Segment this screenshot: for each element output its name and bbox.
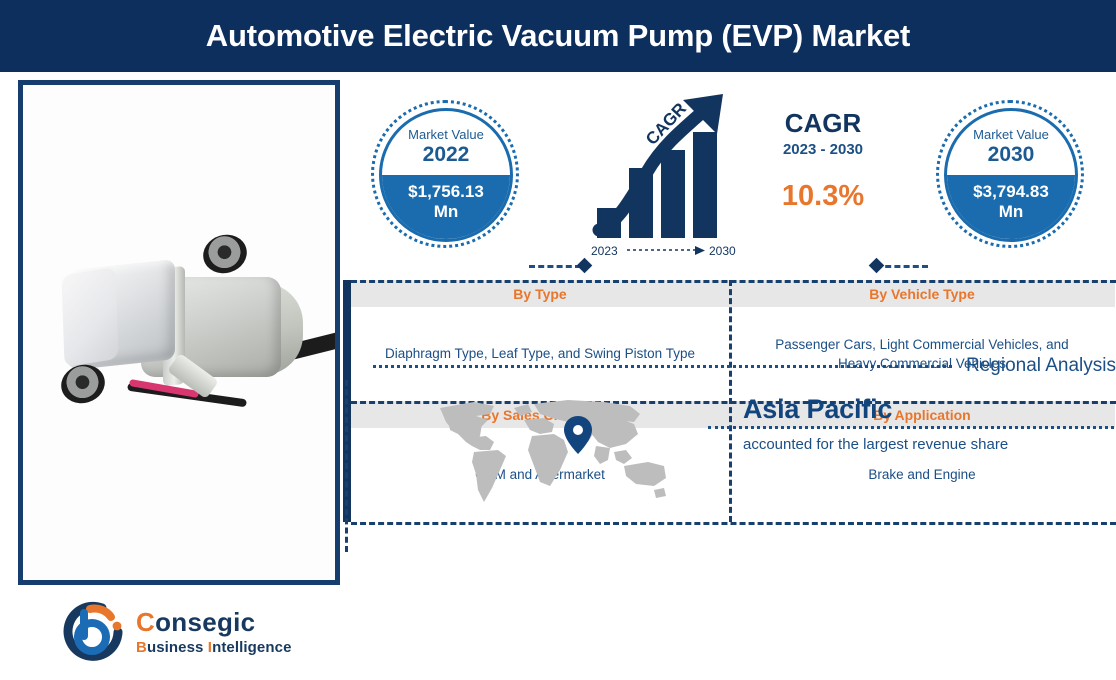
segment-by-application: By Application Brake and Engine xyxy=(729,401,1115,522)
market-value-2030-amount: $3,794.83 xyxy=(973,182,1049,201)
market-value-2022-unit: Mn xyxy=(433,202,459,221)
market-value-2030-year: 2030 xyxy=(987,143,1035,166)
segment-by-sales-channel: By Sales Channel OEM and Aftermarket xyxy=(351,401,729,522)
cagr-growth-chart-icon: CAGR 2023 2030 xyxy=(591,90,751,258)
market-value-2022-year: 2022 xyxy=(422,143,470,166)
cagr-period: 2023 - 2030 xyxy=(782,141,864,159)
segment-by-type-items: Diaphragm Type, Leaf Type, and Swing Pis… xyxy=(351,307,729,401)
regional-analysis-section: Regional Analysis xyxy=(343,322,1116,680)
regional-analysis-header: Regional Analysis xyxy=(351,354,1116,429)
connector-line-right xyxy=(876,265,928,268)
logo-company-name: Consegic xyxy=(136,609,292,635)
market-value-2030-top: Market Value 2030 xyxy=(947,111,1075,175)
region-name: Asia Pacific xyxy=(743,394,893,424)
logo-tagline: Business Intelligence xyxy=(136,640,292,655)
left-panel: Consegic Business Intelligence xyxy=(0,72,343,680)
connector-diamond-left xyxy=(576,257,593,274)
market-value-2022-circle: Market Value 2022 $1,756.13 Mn xyxy=(371,100,519,248)
market-value-2022-label: Market Value xyxy=(408,127,484,142)
pump-connector-plug xyxy=(338,296,340,352)
cagr-value: 10.3% xyxy=(781,180,865,213)
right-column: Market Value 2022 $1,756.13 Mn xyxy=(343,72,1116,680)
regional-left-bar xyxy=(343,322,351,380)
logo-tagline-business: usiness xyxy=(146,639,208,656)
logo-name-initial: C xyxy=(136,607,156,637)
segment-by-type: By Type Diaphragm Type, Leaf Type, and S… xyxy=(351,280,729,401)
map-location-pin xyxy=(564,416,592,454)
segment-by-application-heading: By Application xyxy=(729,401,1115,428)
market-value-2022-amount: $1,756.13 xyxy=(408,182,484,201)
product-image xyxy=(23,85,335,580)
regional-analysis-title: Regional Analysis xyxy=(966,355,1116,376)
market-value-2022-top: Market Value 2022 xyxy=(382,111,510,175)
segment-by-application-items: Brake and Engine xyxy=(729,428,1115,522)
segment-divider-middle xyxy=(351,401,1116,404)
regional-rule-left xyxy=(373,364,953,368)
pump-mount-upper xyxy=(198,229,252,279)
market-value-2022-bottom: $1,756.13 Mn xyxy=(382,175,510,239)
pump-mount-lower xyxy=(56,359,110,409)
pump-canister-face xyxy=(61,266,119,368)
chart-start-year: 2023 xyxy=(591,244,618,258)
market-value-2030-label: Market Value xyxy=(973,127,1049,142)
logo-wordmark: Consegic Business Intelligence xyxy=(136,609,292,655)
connector-line-left xyxy=(529,265,581,268)
logo-tagline-i: I xyxy=(207,639,213,656)
cagr-title: CAGR xyxy=(784,108,862,138)
logo-name-rest: onsegic xyxy=(155,607,256,637)
regional-highlight: Asia Pacific accounted for the largest r… xyxy=(743,394,1073,455)
page-title: Automotive Electric Vacuum Pump (EVP) Ma… xyxy=(205,18,911,53)
page-header: Automotive Electric Vacuum Pump (EVP) Ma… xyxy=(0,0,1116,72)
world-map xyxy=(428,390,678,515)
market-value-2030-circle: Market Value 2030 $3,794.83 Mn xyxy=(936,100,1084,248)
region-description: accounted for the largest revenue share xyxy=(743,436,1009,453)
regional-left-dashed-border xyxy=(345,380,348,552)
consegic-logo-icon xyxy=(60,599,126,665)
market-value-band: Market Value 2022 $1,756.13 Mn xyxy=(343,72,1116,280)
market-value-2030-unit: Mn xyxy=(998,202,1024,221)
market-value-2022-inner: Market Value 2022 $1,756.13 Mn xyxy=(379,108,513,242)
chart-end-year: 2030 xyxy=(709,244,736,258)
segment-by-vehicle-type: By Vehicle Type Passenger Cars, Light Co… xyxy=(729,280,1115,401)
vacuum-pump-illustration xyxy=(43,215,335,435)
market-value-2030-bottom: $3,794.83 Mn xyxy=(947,175,1075,239)
segment-by-vehicle-type-items: Passenger Cars, Light Commercial Vehicle… xyxy=(729,307,1115,401)
market-value-2030-inner: Market Value 2030 $3,794.83 Mn xyxy=(944,108,1078,242)
regional-rule-right xyxy=(708,426,1116,429)
segment-by-vehicle-type-heading: By Vehicle Type xyxy=(729,280,1115,307)
logo-tagline-intelligence: ntelligence xyxy=(212,639,292,656)
company-logo: Consegic Business Intelligence xyxy=(60,592,330,672)
segment-by-type-heading: By Type xyxy=(351,280,729,307)
cagr-summary: CAGR 2023 - 2030 10.3% xyxy=(758,108,888,213)
segment-divider-top xyxy=(351,280,1116,283)
world-map-landmass xyxy=(440,400,666,502)
product-image-frame xyxy=(18,80,340,585)
segment-divider-bottom xyxy=(351,522,1116,525)
segment-divider-vertical xyxy=(729,280,732,522)
logo-tagline-b: B xyxy=(136,639,147,656)
connector-diamond-right xyxy=(868,257,885,274)
